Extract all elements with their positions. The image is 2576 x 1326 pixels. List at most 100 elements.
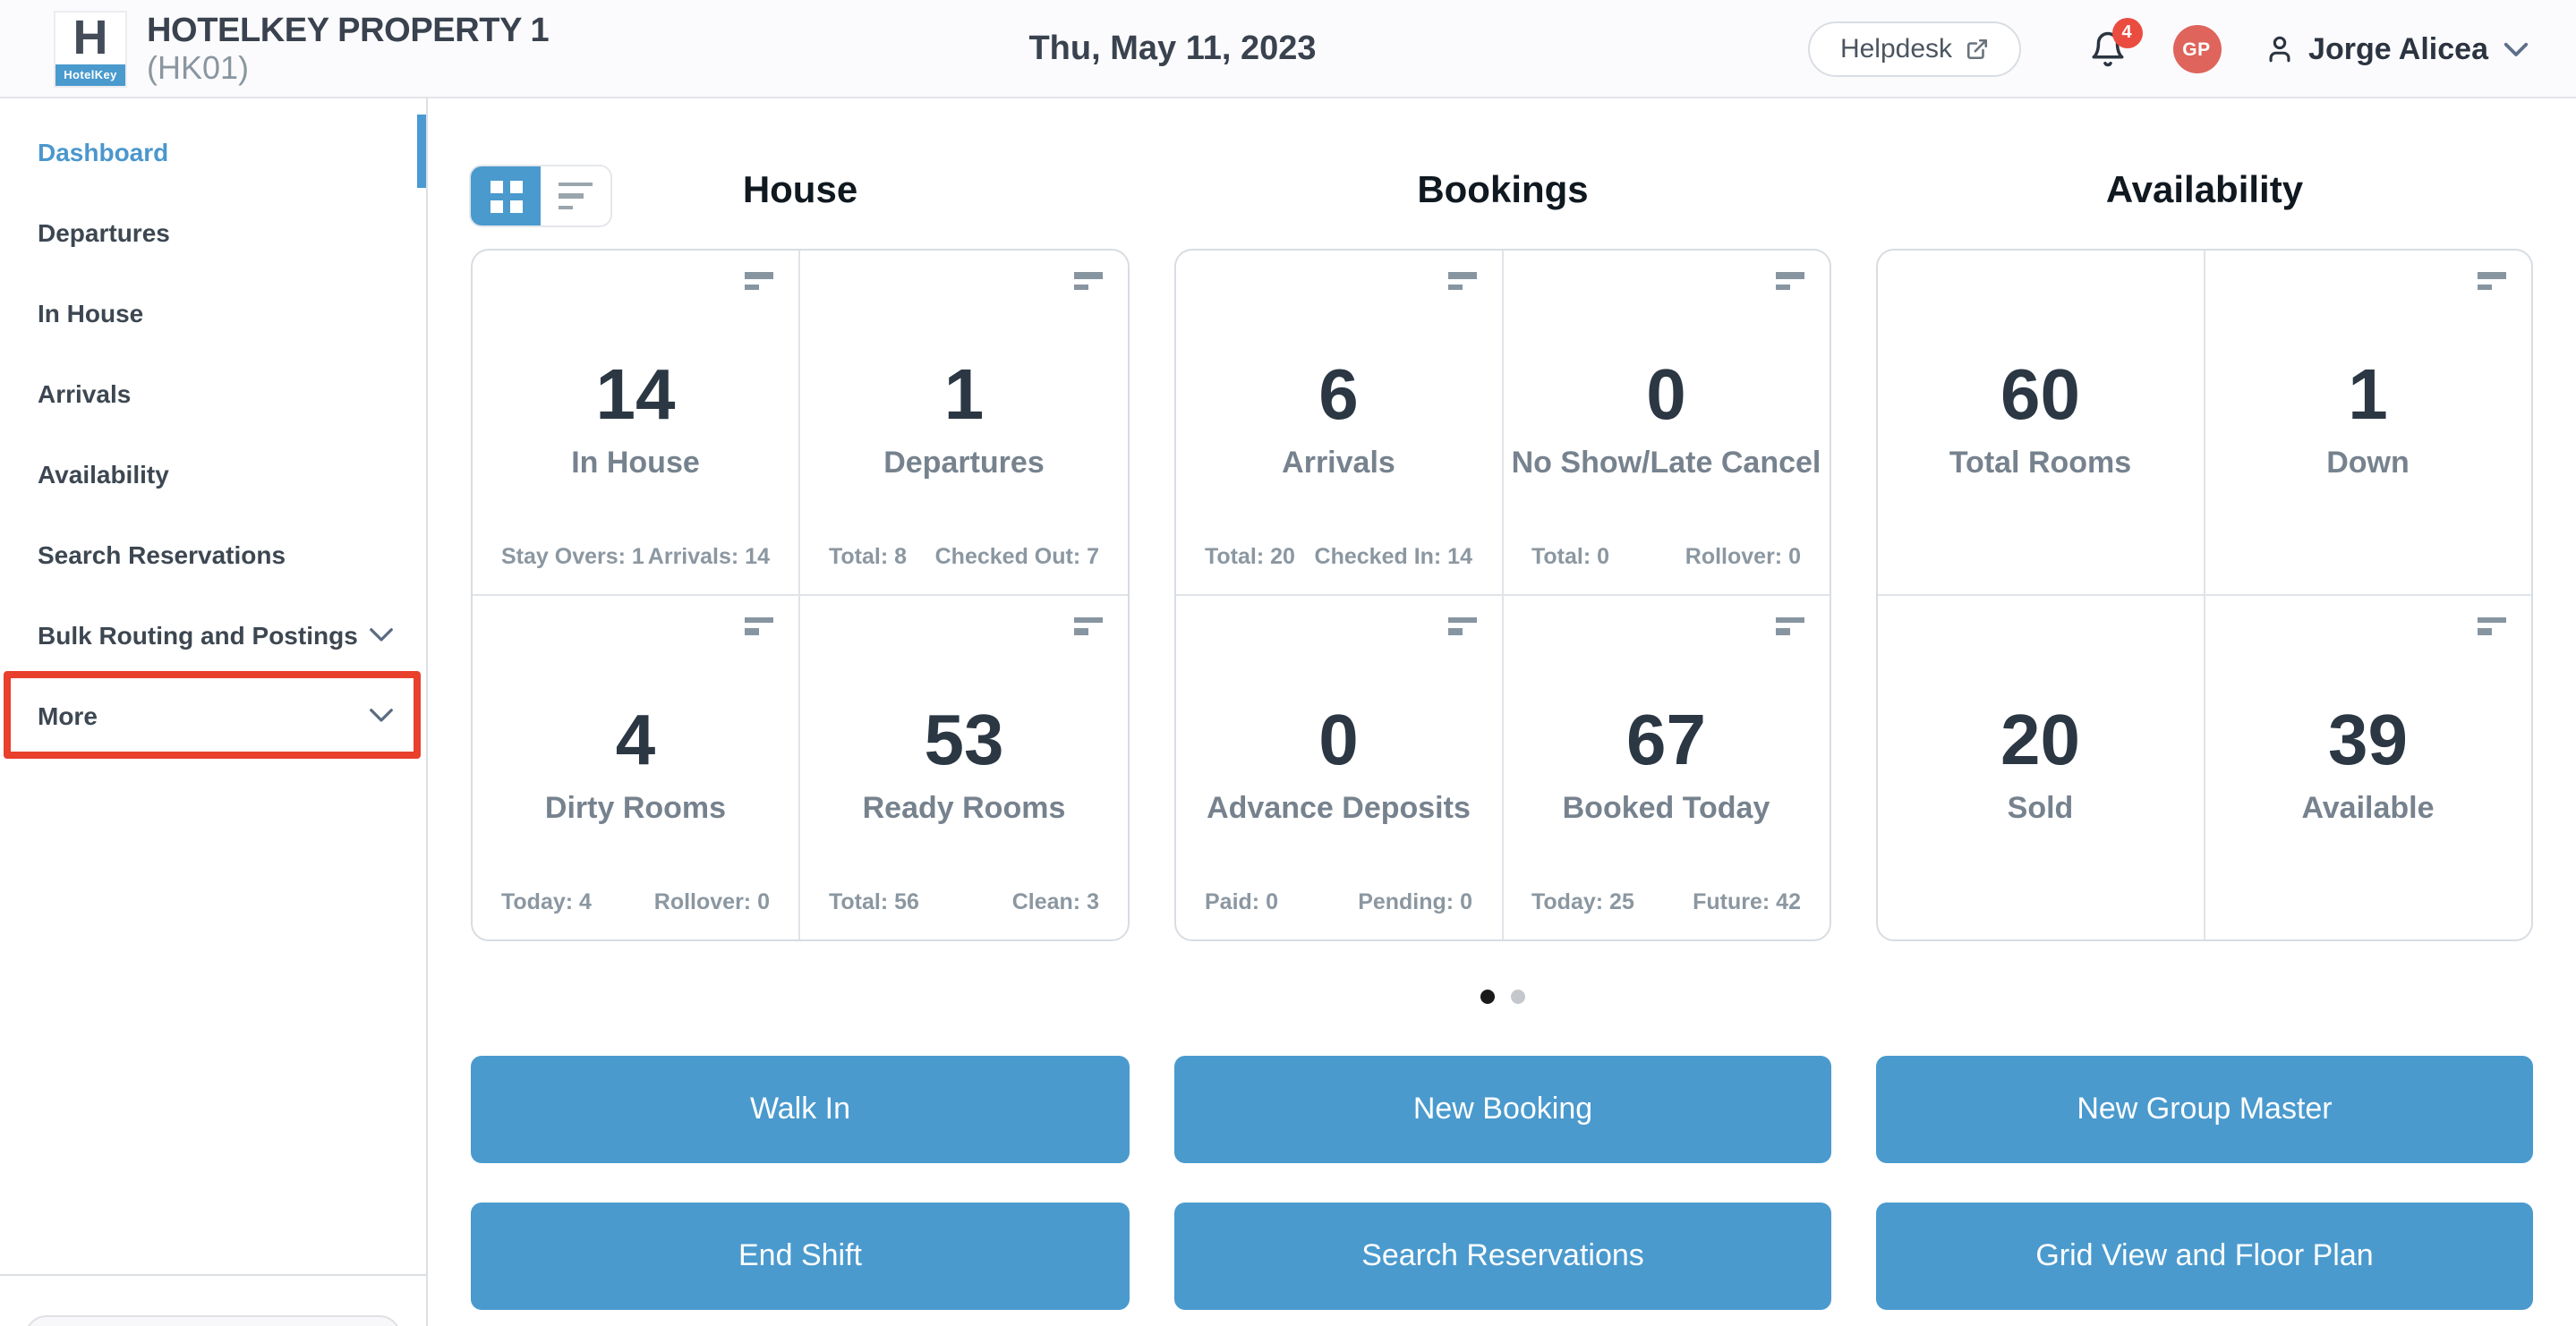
card-label: Down bbox=[2326, 446, 2410, 480]
card-value: 39 bbox=[2328, 701, 2408, 779]
pagination-dot[interactable] bbox=[1510, 990, 1524, 1004]
card-label: Ready Rooms bbox=[862, 790, 1066, 824]
grid-icon bbox=[490, 180, 522, 212]
sidebar-item-bulk-routing-and-postings[interactable]: Bulk Routing and Postings bbox=[0, 594, 426, 675]
card-menu-icon[interactable] bbox=[1074, 616, 1103, 634]
card-menu-icon[interactable] bbox=[2478, 272, 2506, 290]
action-end-shift[interactable]: End Shift bbox=[471, 1203, 1130, 1310]
card-stat-right: Future: 42 bbox=[1693, 889, 1801, 914]
card-stat-right: Pending: 0 bbox=[1358, 889, 1472, 914]
card-stat-left: Stay Overs: 1 bbox=[501, 543, 644, 568]
action-new-group-master[interactable]: New Group Master bbox=[1876, 1056, 2533, 1163]
card-stat-left: Total: 56 bbox=[829, 889, 919, 914]
card-sold[interactable]: 20 Sold bbox=[1878, 595, 2205, 939]
sidebar-item-label: Availability bbox=[38, 459, 169, 488]
card-stat-right: Clean: 3 bbox=[1011, 889, 1099, 914]
card-value: 67 bbox=[1626, 701, 1706, 779]
sidebar-item-more[interactable]: More bbox=[0, 675, 426, 755]
avatar[interactable]: GP bbox=[2172, 25, 2222, 73]
card-booked-today[interactable]: 67 Booked Today Today: 25 Future: 42 bbox=[1503, 595, 1830, 939]
sidebar-item-label: Bulk Routing and Postings bbox=[38, 620, 358, 649]
card-label: Sold bbox=[2007, 790, 2074, 824]
property-code: (HK01) bbox=[147, 50, 250, 86]
card-menu-icon[interactable] bbox=[1447, 272, 1476, 290]
card-down[interactable]: 1 Down bbox=[2205, 251, 2531, 595]
user-menu[interactable]: Jorge Alicea bbox=[2264, 31, 2529, 67]
card-stat-left: Total: 8 bbox=[829, 543, 908, 568]
card-stat-left: Total: 20 bbox=[1205, 543, 1295, 568]
card-available[interactable]: 39 Available bbox=[2205, 595, 2531, 939]
card-advance-deposits[interactable]: 0 Advance Deposits Paid: 0 Pending: 0 bbox=[1176, 595, 1503, 939]
sidebar-item-label: Departures bbox=[38, 217, 170, 246]
card-departures[interactable]: 1 Departures Total: 8 Checked Out: 7 bbox=[800, 251, 1128, 595]
card-dirty-rooms[interactable]: 4 Dirty Rooms Today: 4 Rollover: 0 bbox=[473, 595, 800, 939]
action-grid-view-and-floor-plan[interactable]: Grid View and Floor Plan bbox=[1876, 1203, 2533, 1310]
sidebar-item-label: In House bbox=[38, 298, 144, 327]
sidebar-item-dashboard[interactable]: Dashboard bbox=[0, 111, 426, 191]
card-value: 0 bbox=[1646, 356, 1686, 435]
card-menu-icon[interactable] bbox=[1776, 616, 1804, 634]
helpdesk-button[interactable]: Helpdesk bbox=[1807, 21, 2021, 77]
section-title-house: House bbox=[742, 170, 858, 211]
card-stat-left: Today: 25 bbox=[1531, 889, 1634, 914]
card-stat-right: Arrivals: 14 bbox=[647, 543, 770, 568]
brand: H HotelKey HOTELKEY PROPERTY 1 (HK01) bbox=[54, 11, 550, 88]
card-arrivals[interactable]: 6 Arrivals Total: 20 Checked In: 14 bbox=[1176, 251, 1503, 595]
card-label: In House bbox=[571, 446, 700, 480]
card-menu-icon[interactable] bbox=[2478, 616, 2506, 634]
house-card-group: 14 In House Stay Overs: 1 Arrivals: 14 1… bbox=[471, 249, 1130, 941]
action-new-booking[interactable]: New Booking bbox=[1174, 1056, 1831, 1163]
logo-brand-label: HotelKey bbox=[55, 64, 125, 86]
helpdesk-label: Helpdesk bbox=[1839, 34, 1953, 64]
card-stat-left: Paid: 0 bbox=[1205, 889, 1278, 914]
section-title-availability: Availability bbox=[2105, 170, 2304, 211]
action-search-reservations[interactable]: Search Reservations bbox=[1174, 1203, 1831, 1310]
card-label: Arrivals bbox=[1282, 446, 1395, 480]
pagination-dot-active[interactable] bbox=[1480, 990, 1494, 1004]
sidebar-item-search-reservations[interactable]: Search Reservations bbox=[0, 514, 426, 594]
card-ready-rooms[interactable]: 53 Ready Rooms Total: 56 Clean: 3 bbox=[800, 595, 1128, 939]
sidebar-divider bbox=[0, 1274, 426, 1276]
card-value: 20 bbox=[2000, 701, 2080, 779]
sidebar-item-arrivals[interactable]: Arrivals bbox=[0, 353, 426, 433]
card-label: Departures bbox=[883, 446, 1045, 480]
card-in-house[interactable]: 14 In House Stay Overs: 1 Arrivals: 14 bbox=[473, 251, 800, 595]
current-date: Thu, May 11, 2023 bbox=[1028, 30, 1317, 67]
card-label: Available bbox=[2301, 790, 2435, 824]
card-menu-icon[interactable] bbox=[1447, 616, 1476, 634]
notification-badge: 4 bbox=[2111, 18, 2143, 48]
card-value: 14 bbox=[595, 356, 676, 435]
view-toggle bbox=[471, 166, 610, 225]
sidebar-item-in-house[interactable]: In House bbox=[0, 272, 426, 353]
card-stat-right: Checked Out: 7 bbox=[934, 543, 1099, 568]
person-icon bbox=[2268, 36, 2290, 63]
card-stat-left: Total: 0 bbox=[1531, 543, 1610, 568]
sidebar-item-label: Search Reservations bbox=[38, 540, 286, 568]
card-menu-icon[interactable] bbox=[745, 272, 773, 290]
card-total-rooms[interactable]: 60 Total Rooms bbox=[1878, 251, 2205, 595]
bell-icon bbox=[2091, 31, 2123, 67]
card-no-show-late-cancel[interactable]: 0 No Show/Late Cancel Total: 0 Rollover:… bbox=[1503, 251, 1830, 595]
card-label: No Show/Late Cancel bbox=[1511, 446, 1821, 480]
grid-view-button[interactable] bbox=[471, 166, 541, 225]
card-label: Advance Deposits bbox=[1207, 790, 1471, 824]
sidebar-item-label: Arrivals bbox=[38, 378, 132, 407]
card-stat-right: Rollover: 0 bbox=[1685, 543, 1801, 568]
chevron-down-icon bbox=[370, 708, 393, 721]
card-value: 6 bbox=[1318, 356, 1359, 435]
card-menu-icon[interactable] bbox=[1074, 272, 1103, 290]
carousel-pagination bbox=[428, 990, 2576, 1004]
list-view-button[interactable] bbox=[541, 166, 610, 225]
notifications-button[interactable]: 4 bbox=[2088, 18, 2143, 68]
sidebar-item-departures[interactable]: Departures bbox=[0, 191, 426, 272]
card-value: 1 bbox=[2348, 356, 2388, 435]
chevron-down-icon bbox=[370, 627, 393, 641]
card-menu-icon[interactable] bbox=[1776, 272, 1804, 290]
card-menu-icon[interactable] bbox=[745, 616, 773, 634]
action-walk-in[interactable]: Walk In bbox=[471, 1056, 1130, 1163]
property-name: HOTELKEY PROPERTY 1 bbox=[147, 13, 550, 50]
sidebar-item-availability[interactable]: Availability bbox=[0, 433, 426, 514]
card-label: Total Rooms bbox=[1949, 446, 2132, 480]
card-value: 1 bbox=[943, 356, 985, 435]
